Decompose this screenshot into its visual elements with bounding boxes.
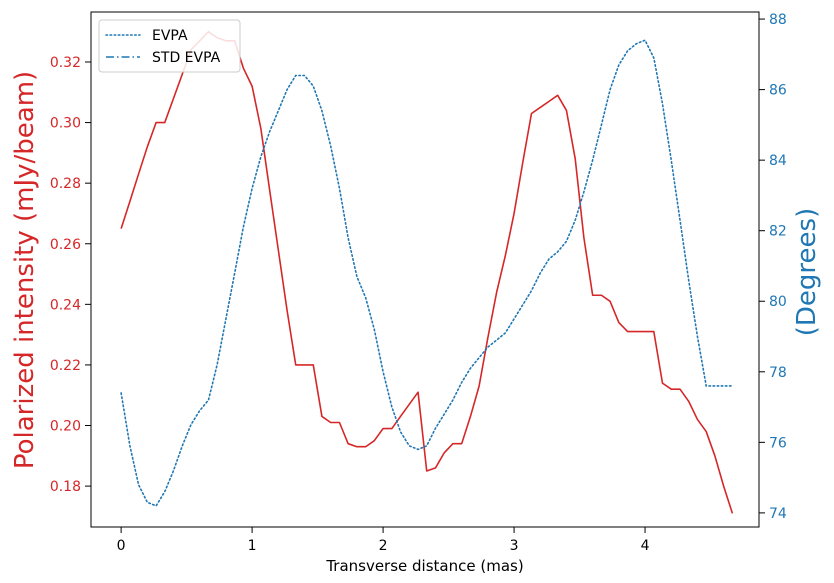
x-tick-label: 1: [248, 538, 257, 554]
y-left-tick-label: 0.22: [50, 358, 81, 374]
x-tick-label: 0: [117, 538, 126, 554]
legend-box: [98, 19, 241, 73]
x-tick-label: 4: [641, 538, 650, 554]
y-right-tick-label: 86: [769, 83, 787, 99]
y-right-axis-ticks: 74 76 78 80 82 84 86 88: [759, 12, 787, 522]
x-tick-label: 3: [510, 538, 519, 554]
y-left-tick-label: 0.26: [50, 237, 81, 253]
y-right-tick-label: 84: [769, 153, 787, 169]
legend-label-evpa: EVPA: [152, 28, 188, 44]
y-left-axis-label: Polarized intensity (mJy/beam): [10, 71, 40, 469]
y-left-axis-ticks: 0.18 0.20 0.22 0.24 0.26 0.28 0.30 0.32: [50, 55, 91, 495]
y-left-tick-label: 0.28: [50, 176, 81, 192]
plot-frame: [90, 11, 760, 528]
y-left-tick-label: 0.18: [50, 479, 81, 495]
x-axis-ticks: 0 1 2 3 4: [117, 527, 650, 554]
y-right-tick-label: 82: [769, 224, 787, 240]
y-right-tick-label: 80: [769, 294, 787, 310]
y-right-axis-label: (Degrees): [792, 208, 822, 336]
x-tick-label: 2: [379, 538, 388, 554]
y-right-tick-label: 78: [769, 365, 787, 381]
y-right-tick-label: 88: [769, 12, 787, 28]
legend: EVPA STD EVPA: [98, 19, 241, 73]
y-left-tick-label: 0.30: [50, 116, 81, 132]
y-left-tick-label: 0.20: [50, 419, 81, 435]
series-line-evpa: [120, 39, 734, 507]
legend-label-std-evpa: STD EVPA: [152, 50, 221, 66]
x-axis-label: Transverse distance (mas): [325, 557, 523, 575]
y-left-tick-label: 0.24: [50, 297, 81, 313]
y-right-tick-label: 74: [769, 506, 787, 522]
y-left-tick-label: 0.32: [50, 55, 81, 71]
y-right-tick-label: 76: [769, 435, 787, 451]
